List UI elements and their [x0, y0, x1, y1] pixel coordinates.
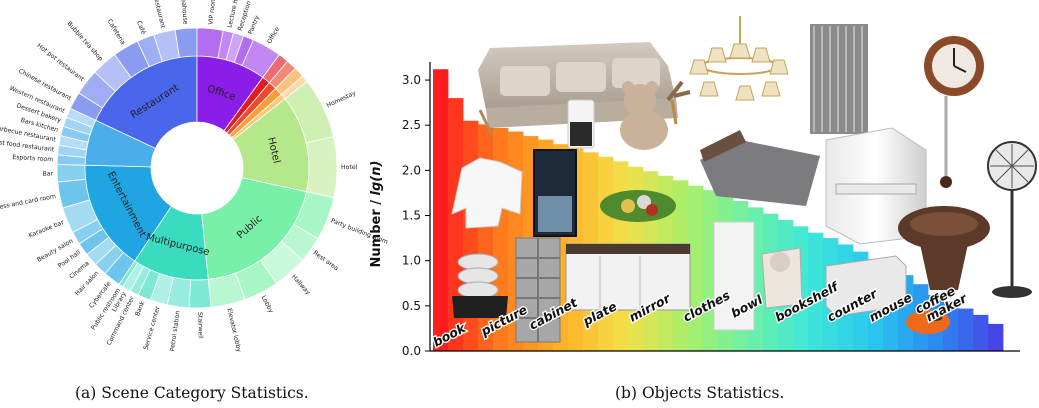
outer-label-lobby: Lobby — [260, 295, 275, 315]
outer-label-hotel: Hotel — [341, 164, 358, 171]
caption-left: (a) Scene Category Statistics. — [75, 384, 309, 402]
outer-label-hallway: Hallway — [290, 273, 312, 296]
outer-label-caf: Café — [135, 20, 148, 36]
object-shelf-image — [515, 237, 561, 343]
outer-label-elevator-lobby: Elevator lobby — [225, 308, 242, 353]
object-fruit-bowl-image — [600, 190, 676, 222]
object-fan-image — [987, 141, 1037, 298]
bar-25 — [808, 232, 824, 351]
y-tick-label: 0.0 — [402, 344, 421, 358]
object-teddy-bear-image — [620, 80, 691, 150]
outer-label-office: Office — [266, 26, 281, 45]
object-painting-image — [533, 149, 577, 237]
outer-label-bar: Bar — [42, 170, 53, 177]
outer-label-bank: Bank — [134, 300, 146, 317]
y-axis-ticks: 0.0 0.5 1.0 1.5 2.0 2.5 3.0 — [402, 73, 430, 358]
outer-segment-teahouse — [174, 27, 198, 58]
outer-label-buffet-restaurant: Buffet restaurant — [147, 0, 166, 29]
outer-label-pantry: Pantry — [247, 14, 261, 35]
outer-label-teahouse: Teahouse — [179, 0, 188, 25]
object-bowls-image — [452, 253, 508, 318]
outer-segment-hotel — [305, 136, 338, 199]
bar-36 — [973, 314, 989, 351]
bar-35 — [958, 308, 974, 351]
outer-label-homestay: Homestay — [326, 89, 358, 109]
outer-label-rest-area: Rest area — [312, 249, 340, 272]
outer-segment-stairwell — [188, 278, 212, 309]
object-sideboard-image — [565, 243, 691, 311]
object-counter-image — [825, 255, 907, 317]
y-tick-label: 0.5 — [402, 299, 421, 313]
outer-segment-bar — [56, 164, 87, 183]
sunburst-chart: Restaurant OfficeHotelPublicMultipurposeE… — [0, 0, 389, 353]
sunburst-center-hole — [151, 122, 243, 214]
object-clock-image — [924, 36, 984, 188]
caption-right: (b) Objects Statistics. — [615, 384, 784, 402]
outer-label-hot-pot-restaurant: Hot pot restaurant — [36, 42, 86, 83]
object-curtain-image — [810, 24, 868, 134]
y-tick-label: 3.0 — [402, 73, 421, 87]
outer-label-cafeteria: Cafeteria — [106, 18, 127, 46]
bar-37 — [988, 323, 1004, 351]
bar-17 — [688, 185, 704, 351]
sunburst-inner-ring — [84, 55, 310, 281]
objects-bar-chart: Number / lg(n) 0.0 0.5 1.0 1.5 2.0 2.5 3.0 — [369, 16, 1037, 358]
object-coffee-machine-image — [761, 247, 803, 309]
outer-label-petrol-station: Petrol station — [169, 310, 181, 352]
sunburst-outer-ring — [56, 27, 338, 309]
y-tick-label: 2.0 — [402, 163, 421, 177]
y-tick-label: 2.5 — [402, 118, 421, 132]
outer-label-stairwell: Stairwell — [196, 312, 204, 339]
object-shirt-image — [451, 157, 523, 229]
outer-label-karaoke-bar: Karaoke bar — [28, 219, 66, 240]
object-air-purifier-image — [567, 99, 595, 149]
object-round-table-image — [898, 206, 990, 290]
object-mouse-image — [906, 310, 950, 334]
y-tick-label: 1.5 — [402, 209, 421, 223]
outer-label-esports-room: Esports room — [12, 154, 53, 163]
outer-label-vip-room: VIP room — [208, 0, 218, 25]
object-chandelier-image — [689, 16, 789, 101]
outer-label-chess-and-card-room: Chess and card room — [0, 193, 56, 213]
outer-label-bubble-tea-shop: Bubble tea shop — [65, 20, 104, 62]
y-axis-label: Number / lg(n) — [369, 161, 384, 268]
y-tick-label: 1.0 — [402, 254, 421, 268]
outer-label-service-center: Service center — [143, 305, 162, 350]
outer-segment-western-restaurant — [65, 107, 97, 128]
bar-34 — [943, 301, 959, 351]
bar-0 — [433, 69, 449, 351]
object-bed-image — [700, 130, 820, 206]
object-panel-image — [713, 221, 755, 331]
